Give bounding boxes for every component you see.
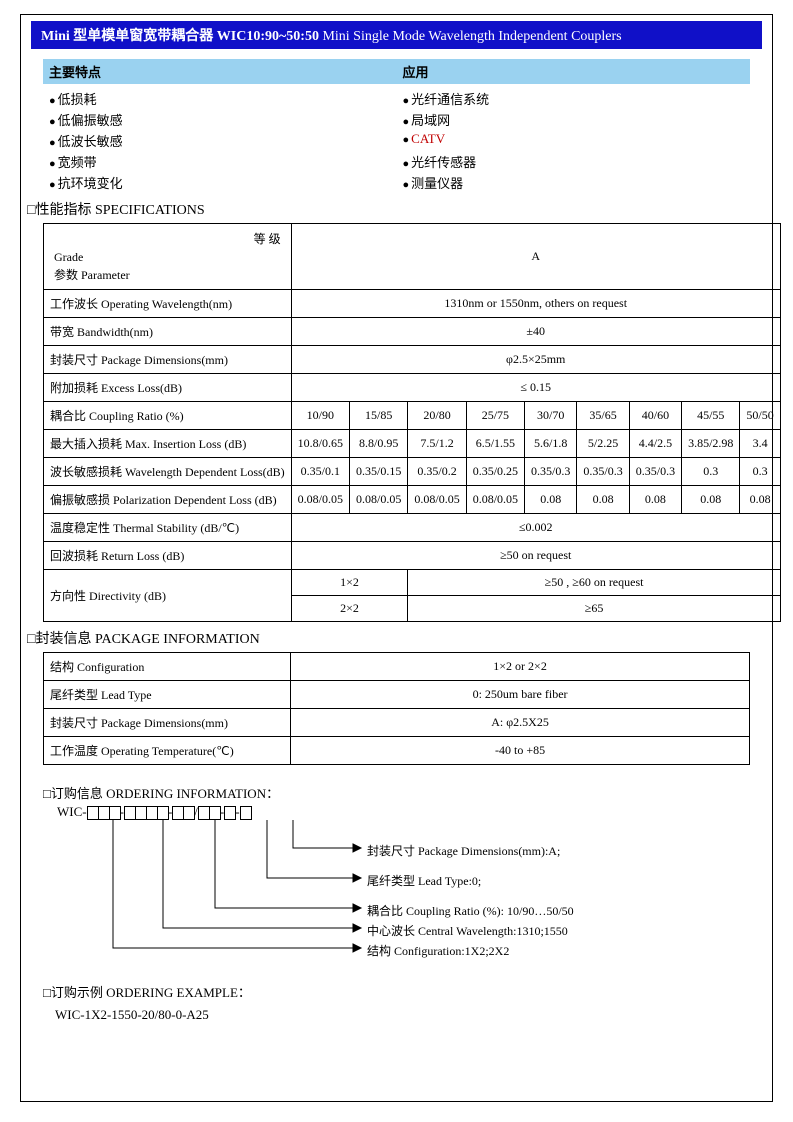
grade-param-cell: 等 级 Grade 参数 Parameter: [44, 224, 292, 290]
ordering-block: □订购信息 ORDERING INFORMATION： WIC---/--: [43, 783, 750, 964]
page-frame: Mini 型单模单窗宽带耦合器 WIC10:90~50:50 Mini Sing…: [20, 14, 773, 1102]
section-example: □订购示例 ORDERING EXAMPLE：: [43, 982, 750, 1001]
features-right-header: 应用: [397, 59, 751, 84]
section-package: □封装信息 PACKAGE INFORMATION: [27, 628, 766, 648]
example-block: □订购示例 ORDERING EXAMPLE：: [43, 982, 750, 1001]
feature-header: 主要特点 应用: [43, 59, 750, 84]
package-table: 结构 Configuration1×2 or 2×2尾纤类型 Lead Type…: [43, 652, 750, 765]
feature-row: 低损耗光纤通信系统: [43, 88, 750, 109]
grade-value: A: [291, 224, 780, 290]
section-specs: □性能指标 SPECIFICATIONS: [27, 199, 766, 219]
spec-table: 等 级 Grade 参数 Parameter A 工作波长 Operating …: [43, 223, 781, 622]
ordering-diagram: WIC---/-- 封装尺寸 Package Dimensions(mm):A;: [43, 804, 750, 964]
features-left-header: 主要特点: [43, 59, 397, 84]
ordering-connectors: [57, 818, 377, 968]
example-code: WIC-1X2-1550-20/80-0-A25: [55, 1007, 750, 1023]
feature-row: 抗环境变化测量仪器: [43, 172, 750, 193]
title-sub: Mini Single Mode Wavelength Independent …: [322, 29, 621, 44]
feature-row: 低波长敏感CATV: [43, 130, 750, 151]
feature-row: 宽频带光纤传感器: [43, 151, 750, 172]
feature-row: 低偏振敏感局域网: [43, 109, 750, 130]
section-ordering: □订购信息 ORDERING INFORMATION：: [43, 783, 750, 802]
title-bar: Mini 型单模单窗宽带耦合器 WIC10:90~50:50 Mini Sing…: [31, 21, 762, 49]
title-main: Mini 型单模单窗宽带耦合器 WIC10:90~50:50: [41, 29, 319, 44]
